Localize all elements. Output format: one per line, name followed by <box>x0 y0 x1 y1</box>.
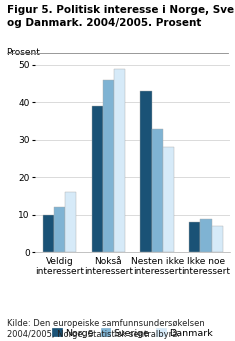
Text: Kilde: Den europeiske samfunnsundersøkelsen
2004/2005, Norge, Statistisk sentral: Kilde: Den europeiske samfunnsundersøkel… <box>7 319 205 339</box>
Bar <box>163 147 174 252</box>
Text: Prosent: Prosent <box>6 48 40 57</box>
Bar <box>43 215 54 252</box>
Bar <box>140 91 152 252</box>
Bar <box>65 192 76 252</box>
Bar <box>54 207 65 252</box>
Bar <box>200 219 212 252</box>
Bar <box>103 80 114 252</box>
Legend: Norge, Sverige, Danmark: Norge, Sverige, Danmark <box>52 328 213 338</box>
Bar <box>212 226 223 252</box>
Text: Figur 5. Politisk interesse i Norge, Sverige
og Danmark. 2004/2005. Prosent: Figur 5. Politisk interesse i Norge, Sve… <box>7 5 235 28</box>
Bar <box>92 106 103 252</box>
Bar <box>152 129 163 252</box>
Bar <box>114 69 125 252</box>
Bar <box>189 222 200 252</box>
